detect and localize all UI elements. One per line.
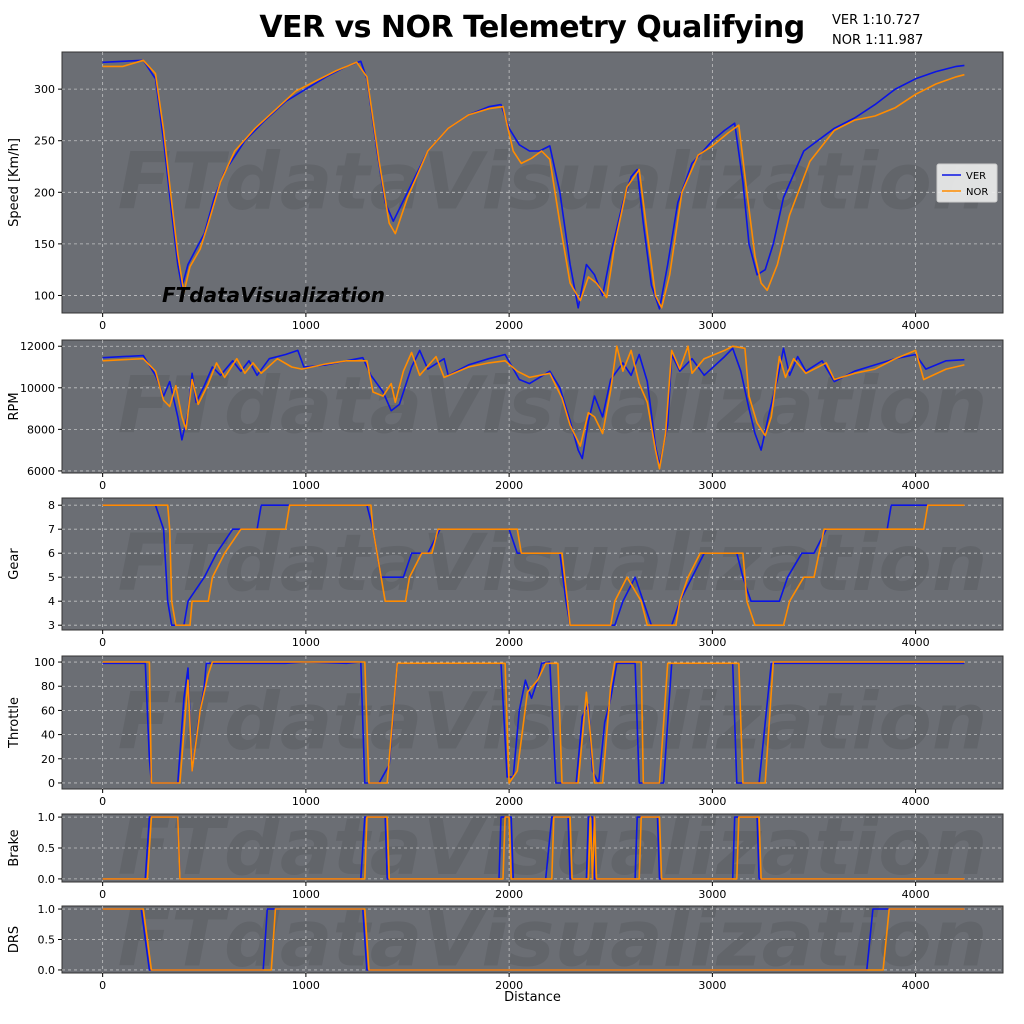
speed-ytick-label: 250 xyxy=(34,135,55,148)
gear-series-nor xyxy=(102,504,965,626)
rpm-ytick-label: 8000 xyxy=(27,423,55,436)
rpm-xtick-label: 2000 xyxy=(495,479,523,492)
legend-label-nor: NOR xyxy=(966,187,988,198)
drs-xlabel: Distance xyxy=(504,990,561,1005)
brake-xtick-label: 3000 xyxy=(698,888,726,901)
speed-ytick-label: 300 xyxy=(34,83,55,96)
throttle-plot-area xyxy=(61,655,1004,790)
throttle-series-nor xyxy=(102,661,965,784)
rpm-xtick-label: 0 xyxy=(99,479,106,492)
drs-ytick-label: 0.5 xyxy=(38,934,56,947)
brake-ytick-label: 0.5 xyxy=(38,842,56,855)
speed-ylabel: Speed [Km/h] xyxy=(7,138,22,227)
gear-series-ver xyxy=(102,504,965,626)
speed-plot-area xyxy=(61,51,1004,314)
drs-xtick-label: 4000 xyxy=(902,979,930,992)
gear-ytick-label: 7 xyxy=(48,523,55,536)
ver-lap-time: VER 1:10.727 xyxy=(832,13,921,28)
throttle-ytick-label: 0 xyxy=(48,777,55,790)
rpm-ylabel: RPM xyxy=(7,392,22,420)
gear-ylabel: Gear xyxy=(7,548,22,580)
brake-ytick-label: 0.0 xyxy=(38,873,56,886)
brake-xtick-label: 2000 xyxy=(495,888,523,901)
speed-ytick-label: 150 xyxy=(34,238,55,251)
drs-xtick-label: 0 xyxy=(99,979,106,992)
drs-ylabel: DRS xyxy=(7,926,22,953)
brake-xtick-label: 4000 xyxy=(902,888,930,901)
gear-ytick-label: 8 xyxy=(48,499,55,512)
drs-ytick-label: 0.0 xyxy=(38,964,56,977)
rpm-plot-area xyxy=(61,339,1004,474)
rpm-ytick-label: 12000 xyxy=(20,340,55,353)
throttle-xtick-label: 0 xyxy=(99,795,106,808)
gear-ytick-label: 6 xyxy=(48,547,55,560)
throttle-ylabel: Throttle xyxy=(7,697,22,749)
throttle-ytick-label: 20 xyxy=(41,753,55,766)
figure-title: VER vs NOR Telemetry Qualifying xyxy=(259,10,805,45)
throttle-xtick-label: 1000 xyxy=(292,795,320,808)
throttle-ytick-label: 80 xyxy=(41,680,55,693)
throttle-xtick-label: 4000 xyxy=(902,795,930,808)
gear-xtick-label: 4000 xyxy=(902,636,930,649)
brake-xtick-label: 0 xyxy=(99,888,106,901)
speed-xtick-label: 2000 xyxy=(495,319,523,332)
drs-xtick-label: 3000 xyxy=(698,979,726,992)
brake-ytick-label: 1.0 xyxy=(38,811,56,824)
panel-speed: FTdataVisualization 0 1000 2000 3000 4000 100 1… xyxy=(7,51,1004,332)
rpm-xtick-label: 1000 xyxy=(292,479,320,492)
speed-series-nor xyxy=(102,59,965,309)
speed-ytick-label: 200 xyxy=(34,186,55,199)
gear-xtick-label: 0 xyxy=(99,636,106,649)
gear-ytick-label: 4 xyxy=(48,595,55,608)
brake-xtick-label: 1000 xyxy=(292,888,320,901)
gear-ytick-label: 3 xyxy=(48,619,55,632)
speed-xtick-label: 3000 xyxy=(698,319,726,332)
brand-label: FTdataVisualization xyxy=(162,283,385,307)
rpm-ytick-label: 10000 xyxy=(20,382,55,395)
throttle-xtick-label: 3000 xyxy=(698,795,726,808)
drs-ytick-label: 1.0 xyxy=(38,903,56,916)
throttle-ytick-label: 40 xyxy=(41,729,55,742)
throttle-ytick-label: 100 xyxy=(34,656,55,669)
drs-series-nor xyxy=(102,908,965,971)
drs-xtick-label: 2000 xyxy=(495,979,523,992)
gear-ytick-label: 5 xyxy=(48,571,55,584)
nor-lap-time: NOR 1:11.987 xyxy=(832,33,924,48)
speed-xtick-label: 0 xyxy=(99,319,106,332)
throttle-xtick-label: 2000 xyxy=(495,795,523,808)
panel-gear: FTdataVisualization 0 1000 2000 3000 4000 3 4 5 6… xyxy=(7,497,1004,649)
drs-xtick-label: 1000 xyxy=(292,979,320,992)
throttle-ytick-label: 60 xyxy=(41,704,55,717)
gear-xtick-label: 3000 xyxy=(698,636,726,649)
speed-watermark: FTdataVisualization xyxy=(118,138,988,228)
legend-box xyxy=(936,163,998,203)
speed-ytick-label: 100 xyxy=(34,289,55,302)
gear-xtick-label: 2000 xyxy=(495,636,523,649)
speed-xtick-label: 4000 xyxy=(902,319,930,332)
rpm-series-nor xyxy=(102,345,965,470)
legend: VER NOR xyxy=(936,163,998,203)
rpm-ytick-label: 6000 xyxy=(27,465,55,478)
gear-watermark: FTdataVisualization xyxy=(118,519,988,609)
rpm-xtick-label: 4000 xyxy=(902,479,930,492)
brake-ylabel: Brake xyxy=(7,829,22,866)
gear-xtick-label: 1000 xyxy=(292,636,320,649)
speed-xtick-label: 1000 xyxy=(292,319,320,332)
rpm-xtick-label: 3000 xyxy=(698,479,726,492)
brake-series-nor xyxy=(102,816,965,880)
legend-label-ver: VER xyxy=(966,171,986,182)
